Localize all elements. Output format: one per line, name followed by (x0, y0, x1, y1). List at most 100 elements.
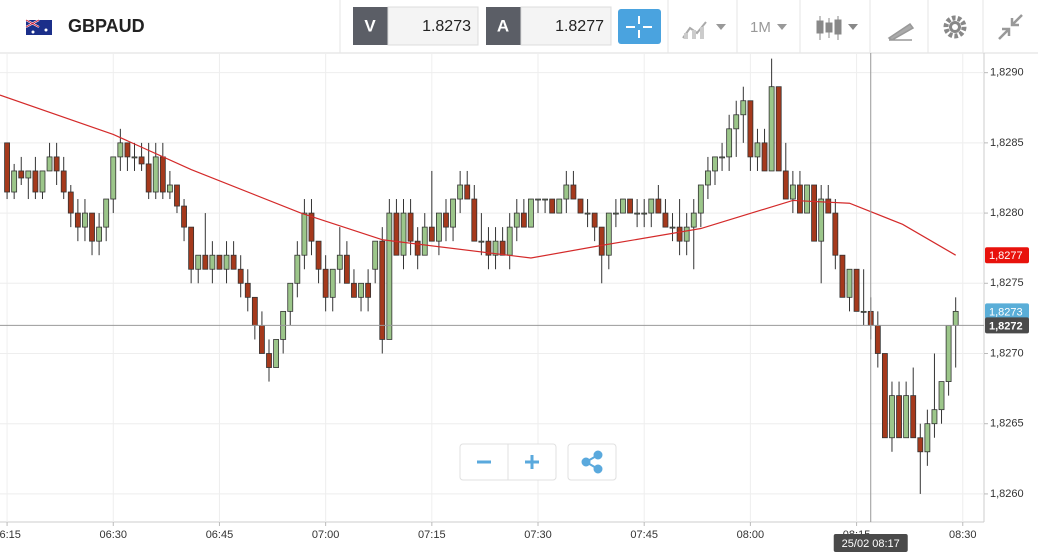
candle-body (669, 226, 676, 229)
price-tag (985, 303, 1029, 320)
candle-body (308, 212, 315, 242)
crosshair-x-label: 25/02 08:17 (842, 538, 900, 550)
collapse-button[interactable] (998, 14, 1023, 40)
candle-body (634, 212, 641, 215)
candle-body (853, 268, 860, 312)
candle-body (110, 156, 117, 200)
candle-body (775, 86, 782, 172)
candle-body (266, 353, 272, 368)
candle-body (103, 198, 110, 228)
candle-body (492, 240, 499, 256)
x-tick-label: 07:30 (524, 529, 552, 541)
candle-body (273, 339, 279, 368)
candle-body (825, 198, 832, 214)
candle-body (556, 198, 563, 214)
candle-body (754, 142, 761, 158)
candle-body (428, 226, 435, 242)
candle-body (301, 212, 308, 256)
candle-body (584, 212, 591, 215)
candle-body (789, 184, 796, 200)
bid-label: V (364, 16, 376, 35)
x-tick-label: 07:45 (630, 529, 658, 541)
candle-body (938, 381, 945, 411)
candle-body (322, 268, 329, 298)
candle-body (457, 184, 464, 200)
ask-box[interactable] (520, 6, 612, 46)
candle-body (471, 198, 478, 242)
candle-body (690, 212, 697, 228)
candle-body (591, 212, 598, 228)
chart-type-button[interactable] (682, 21, 726, 39)
candle-body (230, 254, 237, 270)
ask-price: 1.8277 (555, 18, 604, 35)
candle-body (159, 156, 166, 193)
candle-body (832, 212, 839, 256)
x-tick-label: 06:30 (100, 529, 128, 541)
x-tick-label: 08:30 (949, 529, 977, 541)
candle-body (782, 170, 789, 200)
candle-body (804, 184, 810, 214)
candle-body (393, 212, 400, 256)
y-tick-label: 1,8275 (990, 277, 1024, 289)
flag (25, 19, 52, 35)
candle-body (89, 212, 95, 242)
candle-body (60, 170, 67, 193)
candle-body (846, 268, 853, 298)
candle-body (315, 240, 322, 270)
ask-label-box[interactable] (486, 7, 521, 45)
candle-body (627, 198, 633, 214)
candle-body (577, 198, 584, 214)
bid-price: 1.8273 (422, 18, 471, 35)
bid-box[interactable] (387, 6, 479, 46)
candle-body (478, 240, 485, 243)
candle-body (605, 212, 612, 256)
price-tag-label: 1,8277 (989, 250, 1023, 262)
price-tag-label: 1,8273 (989, 306, 1023, 318)
candle-body (641, 212, 648, 215)
candle-body (32, 170, 39, 193)
candle-body (612, 212, 619, 215)
candle-body (896, 395, 902, 439)
bid-label-box[interactable] (353, 7, 388, 45)
candle-body (839, 254, 846, 298)
candle-body (889, 395, 895, 439)
candle-body (903, 395, 910, 439)
candle-body (761, 142, 768, 172)
y-tick-label: 1,8270 (990, 347, 1024, 359)
crosshair-x-tag (833, 534, 908, 552)
candle-body (910, 395, 917, 439)
candle-type-button[interactable] (816, 16, 858, 40)
candle-body (528, 198, 534, 228)
candle-body (747, 100, 754, 158)
x-tick-label: 06:15 (0, 529, 21, 541)
x-tick-label: 07:15 (418, 529, 446, 541)
candle-body (683, 226, 690, 242)
candle-body (648, 198, 655, 214)
crosshair-button[interactable] (618, 9, 661, 44)
candle-body (358, 282, 364, 298)
timeframe[interactable]: 1M (750, 19, 771, 36)
candle-body (181, 205, 187, 228)
candle-body (436, 212, 442, 242)
timeframe-arrow (777, 24, 787, 30)
x-tick-label: 07:00 (312, 529, 340, 541)
share-button[interactable] (581, 450, 603, 474)
symbol: GBPAUD (68, 16, 145, 36)
y-tick-label: 1,8260 (990, 488, 1024, 500)
candle-body (818, 198, 825, 242)
settings-button[interactable] (943, 15, 967, 39)
candle-body (138, 156, 145, 165)
candle-body (329, 268, 336, 298)
candle-body (917, 437, 924, 453)
candle-body (931, 409, 938, 425)
zoom-controls (459, 443, 617, 481)
candle-body (598, 226, 605, 256)
candle-body (67, 191, 74, 214)
ask-label: A (497, 16, 509, 35)
candle-body (96, 226, 103, 242)
draw-button[interactable] (887, 22, 915, 41)
candle-body (400, 212, 407, 256)
candle-body (174, 184, 180, 207)
zoom-in-button[interactable] (525, 455, 539, 469)
